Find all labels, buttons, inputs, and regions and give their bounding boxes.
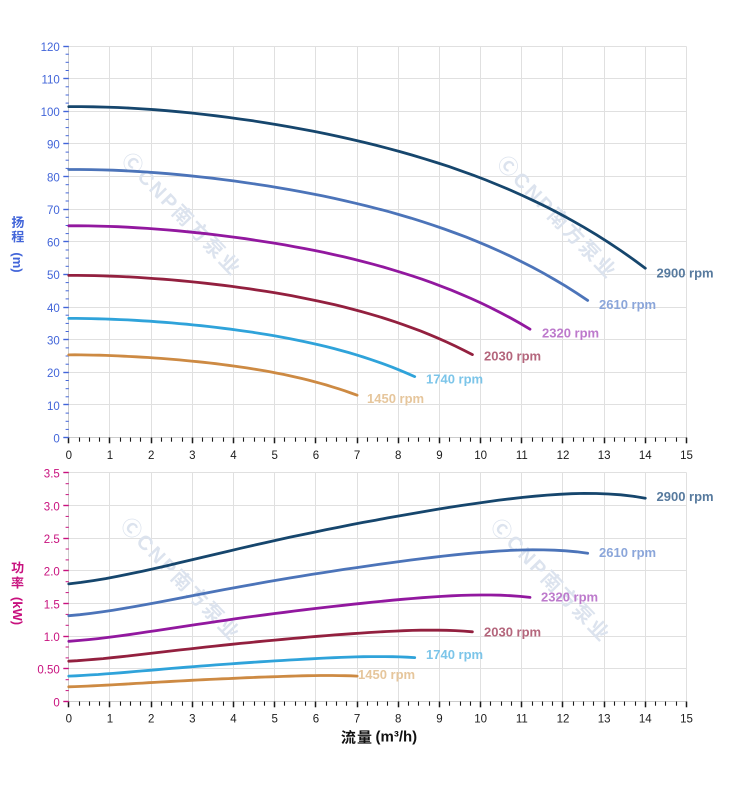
svg-text:10: 10 [474,450,487,462]
svg-text:50: 50 [47,270,60,282]
svg-text:0.50: 0.50 [37,665,59,677]
svg-text:9: 9 [436,714,442,726]
svg-text:0: 0 [66,450,72,462]
svg-text:7: 7 [354,450,360,462]
svg-text:(m): (m) [10,252,25,272]
svg-text:40: 40 [47,303,60,315]
svg-text:2030 rpm: 2030 rpm [484,349,541,364]
svg-text:5: 5 [271,450,277,462]
svg-text:8: 8 [395,714,401,726]
svg-text:4: 4 [230,714,237,726]
svg-text:6: 6 [313,714,319,726]
svg-text:20: 20 [47,368,60,380]
svg-text:10: 10 [47,401,60,413]
svg-text:8: 8 [395,450,401,462]
svg-text:2030 rpm: 2030 rpm [484,625,541,640]
svg-text:3.0: 3.0 [44,501,60,513]
svg-text:4: 4 [230,450,237,462]
svg-text:3: 3 [189,714,195,726]
svg-text:11: 11 [516,450,528,462]
svg-text:2320 rpm: 2320 rpm [542,326,599,341]
svg-text:1.5: 1.5 [44,599,60,611]
svg-text:3.5: 3.5 [44,469,60,481]
svg-text:13: 13 [598,714,611,726]
svg-text:12: 12 [557,714,570,726]
svg-text:2.5: 2.5 [44,534,60,546]
svg-text:1: 1 [107,714,113,726]
svg-text:15: 15 [680,714,693,726]
svg-text:6: 6 [313,450,319,462]
svg-text:14: 14 [639,714,652,726]
svg-text:2: 2 [148,450,154,462]
svg-text:1450 rpm: 1450 rpm [358,667,415,682]
svg-text:80: 80 [47,172,60,184]
svg-text:1740 rpm: 1740 rpm [426,372,483,387]
svg-text:(kW): (kW) [10,597,25,625]
svg-text:60: 60 [47,238,60,250]
svg-text:1740 rpm: 1740 rpm [426,647,483,662]
svg-text:1: 1 [107,450,113,462]
svg-text:2900 rpm: 2900 rpm [657,489,714,504]
svg-text:1.0: 1.0 [44,632,60,644]
svg-text:10: 10 [474,714,487,726]
svg-text:(m³/h): (m³/h) [376,729,418,746]
svg-text:3: 3 [189,450,195,462]
svg-text:15: 15 [680,450,693,462]
svg-text:110: 110 [41,74,59,86]
svg-text:90: 90 [47,140,60,152]
svg-text:11: 11 [516,714,528,726]
svg-text:0: 0 [53,697,59,709]
svg-text:0: 0 [66,714,72,726]
svg-text:13: 13 [598,450,611,462]
svg-text:2610 rpm: 2610 rpm [599,545,656,560]
svg-text:2900 rpm: 2900 rpm [657,266,714,281]
svg-text:70: 70 [47,205,60,217]
svg-text:1450 rpm: 1450 rpm [367,391,424,406]
svg-text:7: 7 [354,714,360,726]
svg-text:120: 120 [41,42,60,54]
svg-text:12: 12 [557,450,570,462]
svg-text:2320 rpm: 2320 rpm [541,590,598,605]
svg-text:30: 30 [47,336,60,348]
svg-text:0: 0 [53,433,59,445]
svg-text:2.0: 2.0 [44,567,60,579]
svg-text:2: 2 [148,714,154,726]
svg-text:9: 9 [436,450,442,462]
svg-text:14: 14 [639,450,652,462]
svg-text:2610 rpm: 2610 rpm [599,297,656,312]
svg-text:100: 100 [41,107,60,119]
svg-text:5: 5 [271,714,277,726]
